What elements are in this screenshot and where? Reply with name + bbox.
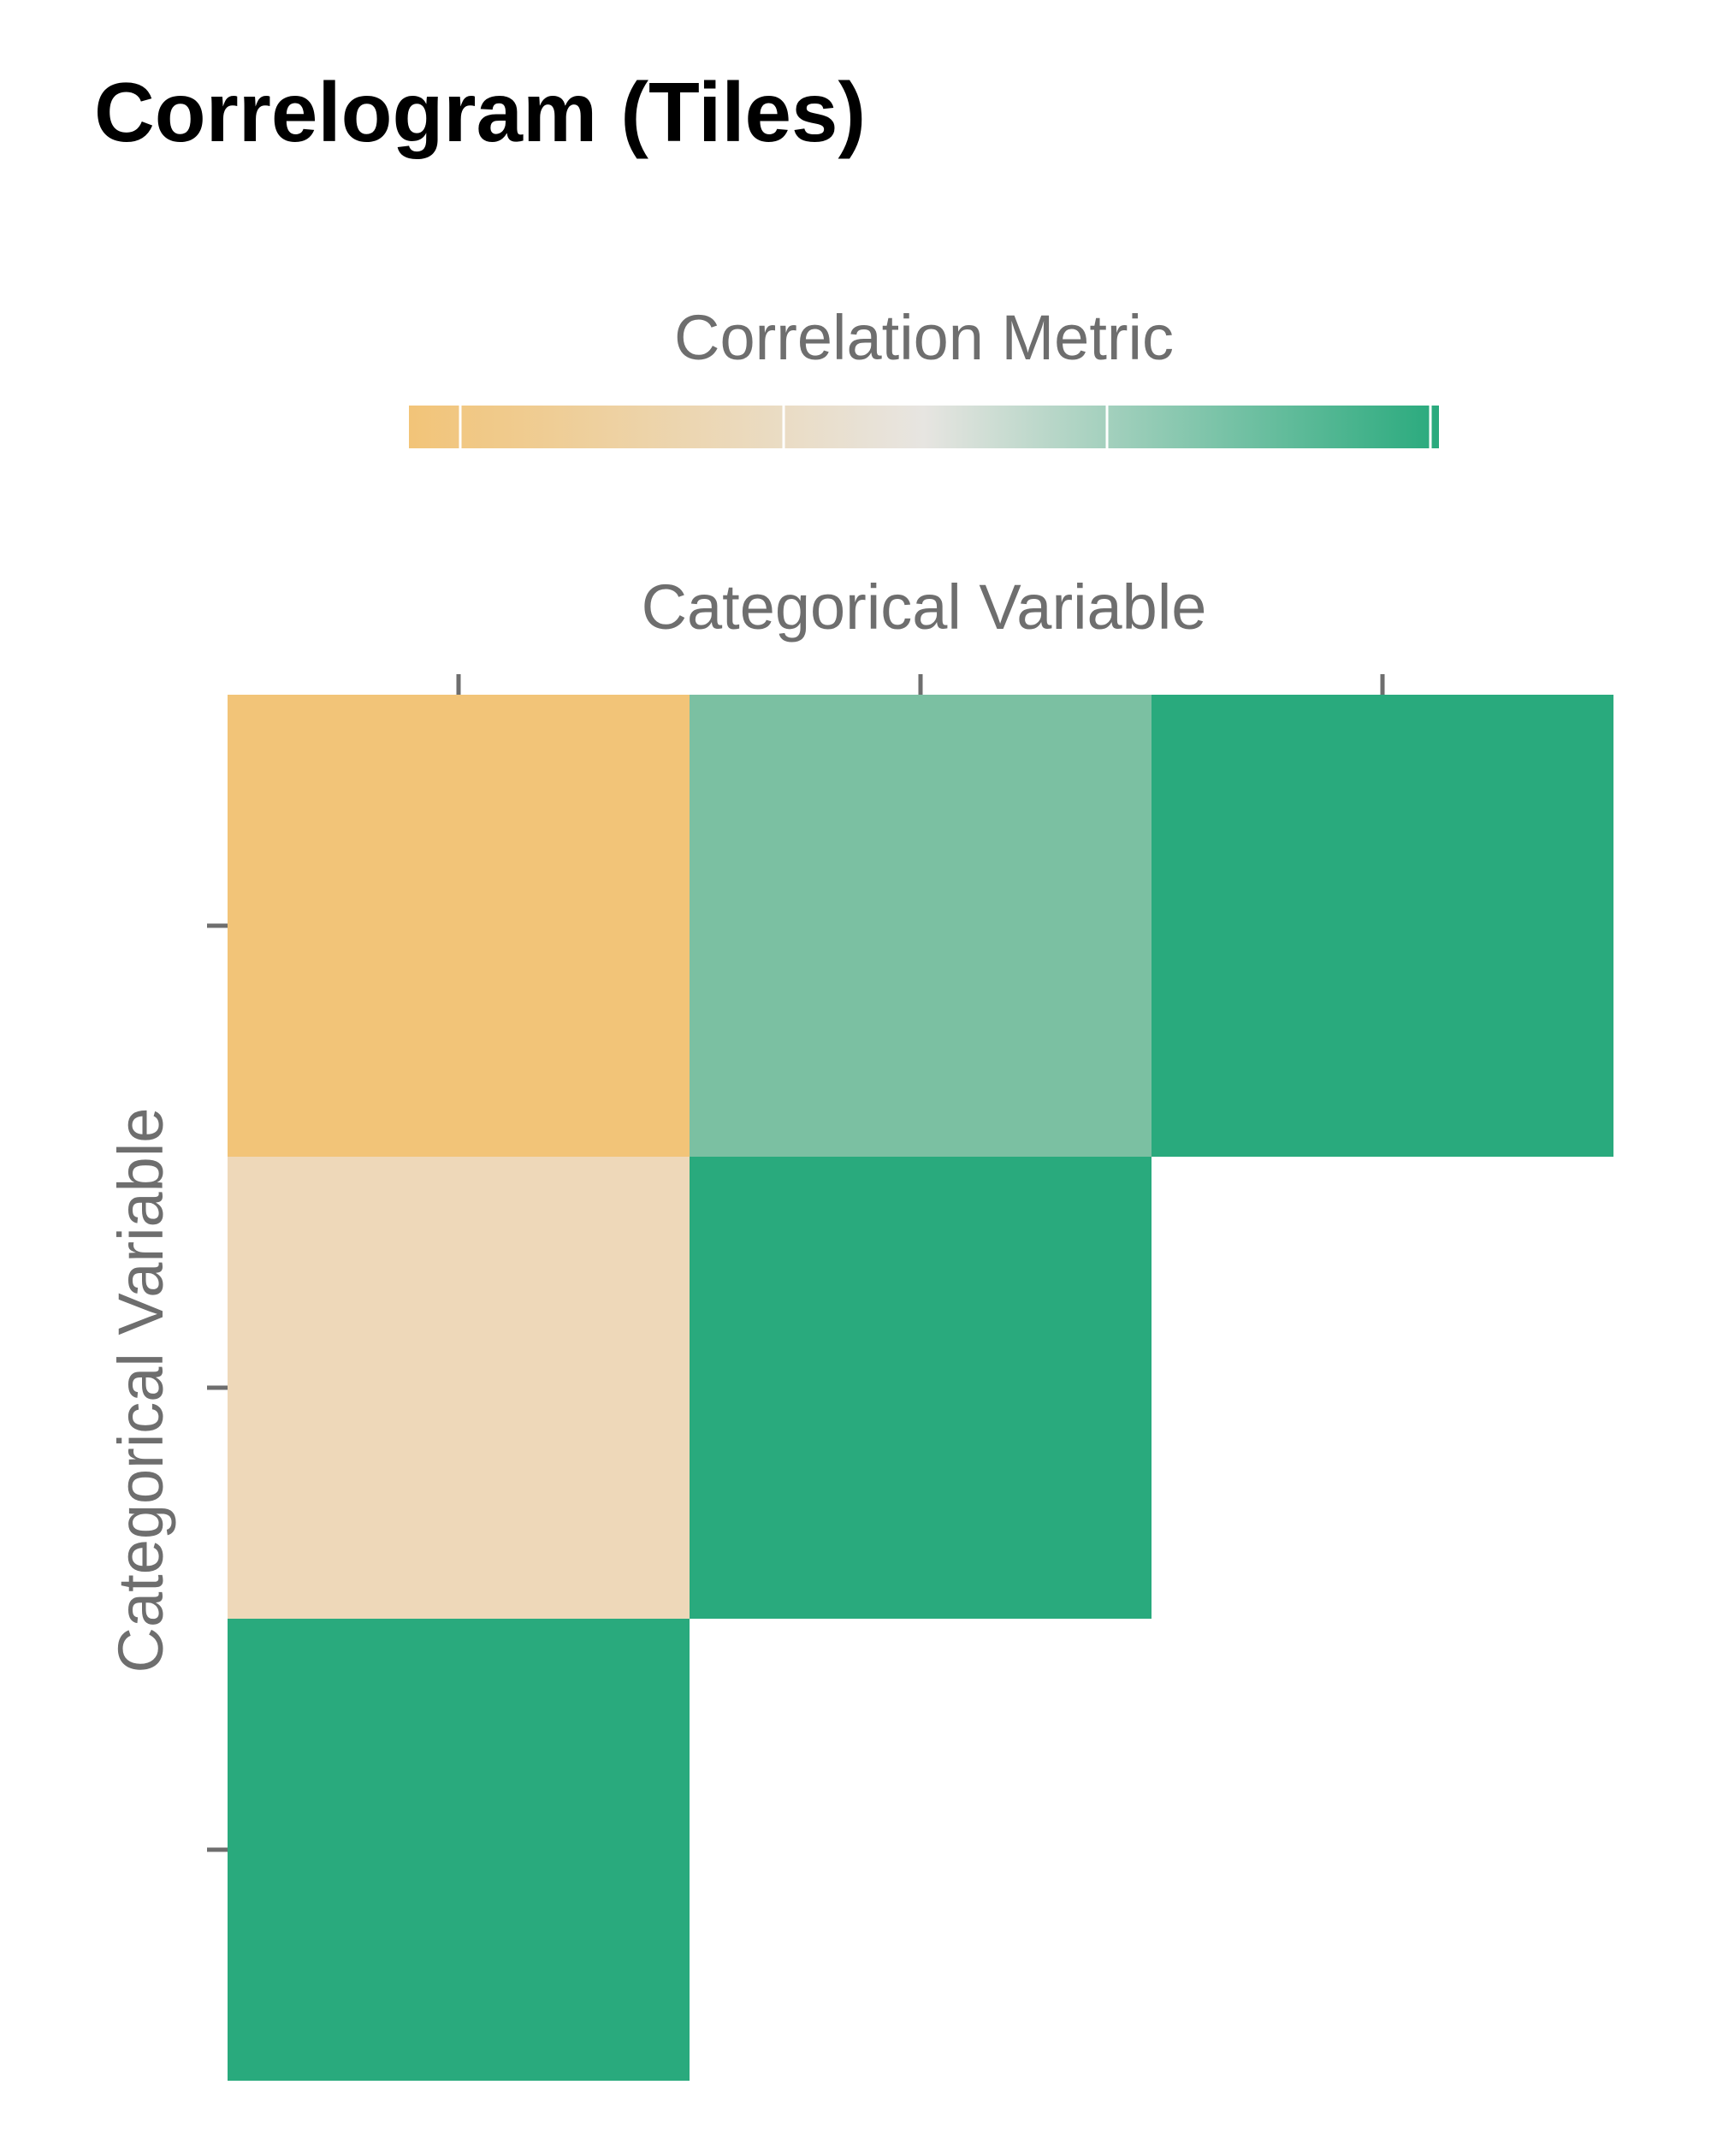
heatmap-tiles — [228, 695, 1613, 2081]
legend-colorbar — [409, 406, 1439, 448]
tile-r0-c0 — [228, 695, 690, 1157]
legend-ticks — [459, 406, 1432, 448]
legend-title: Correlation Metric — [674, 302, 1174, 373]
tile-r2-c0 — [228, 1619, 690, 2081]
chart-title: Correlogram (Tiles) — [94, 65, 866, 159]
tile-r1-c1 — [690, 1157, 1152, 1619]
y-axis-ticks — [207, 923, 228, 1852]
x-axis-ticks — [456, 674, 1385, 695]
tile-r1-c0 — [228, 1157, 690, 1619]
color-legend: Correlation Metric — [409, 302, 1439, 448]
y-axis-title: Categorical Variable — [105, 1108, 176, 1673]
x-axis-title: Categorical Variable — [642, 572, 1207, 643]
tile-r0-c2 — [1152, 695, 1613, 1157]
tile-r0-c1 — [690, 695, 1152, 1157]
